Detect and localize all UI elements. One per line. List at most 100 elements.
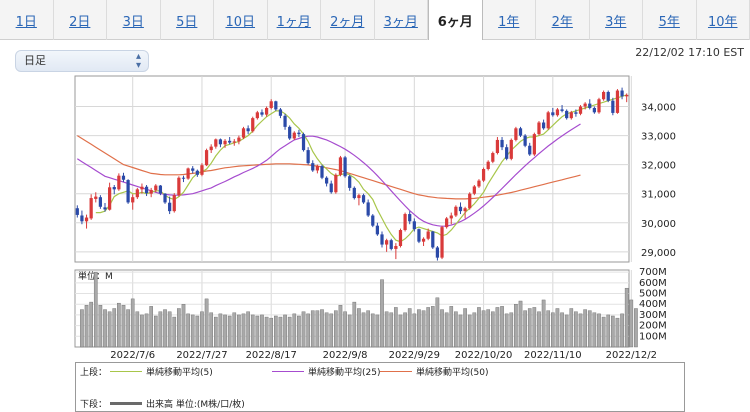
volume-bar: [527, 308, 532, 348]
ma5-swatch: [110, 371, 142, 372]
tab-10[interactable]: 2年: [536, 0, 590, 40]
candle-body: [477, 180, 481, 187]
volume-bar: [560, 312, 564, 348]
volume-bar: [190, 314, 195, 348]
legend-volume: 出来高 単位:(M株/口/枚): [110, 397, 245, 410]
candle-body: [495, 139, 500, 154]
volume-bar: [361, 312, 366, 348]
volume-bar: [153, 315, 158, 348]
volume-bar: [117, 302, 121, 348]
candle-body: [228, 140, 232, 143]
volume-y-tick-label: 700M: [639, 267, 667, 278]
volume-bar: [283, 314, 287, 348]
volume-bar: [490, 311, 495, 348]
legend-ma50: 単純移動平均(50): [380, 365, 488, 378]
candle-body: [440, 227, 444, 258]
candle-body: [403, 214, 407, 231]
candle-body: [103, 207, 107, 210]
volume-bar: [269, 317, 274, 348]
price-y-tick-label: 32,000: [641, 161, 676, 172]
tab-0[interactable]: 1日: [0, 0, 54, 40]
candle-body: [112, 187, 116, 190]
ma50-swatch: [380, 371, 412, 372]
candle-body: [463, 208, 467, 212]
x-tick-label: 2022/10/20: [455, 350, 513, 361]
candle-body: [186, 168, 190, 179]
volume-bar: [624, 287, 629, 348]
candle-body: [223, 140, 227, 145]
tab-11[interactable]: 3年: [590, 0, 643, 40]
tab-12[interactable]: 5年: [643, 0, 697, 40]
ma25-swatch: [272, 371, 304, 372]
candle-body: [94, 196, 98, 199]
tab-2[interactable]: 3日: [107, 0, 161, 40]
volume-bar: [241, 313, 246, 348]
volume-bar: [514, 304, 518, 348]
candle-body: [421, 238, 426, 242]
candle-body: [371, 215, 375, 226]
candle-body: [408, 214, 412, 222]
candle-body: [574, 112, 578, 114]
up-down-chevron-icon: ▴ ▾: [135, 51, 141, 71]
volume-bar: [84, 305, 89, 348]
tab-4[interactable]: 10日: [214, 0, 268, 40]
candle-body: [84, 217, 89, 222]
candle-body: [200, 165, 204, 175]
price-panel: [74, 75, 630, 263]
candle-body: [625, 94, 629, 97]
candle-body: [569, 112, 573, 119]
candle-body: [154, 185, 158, 191]
volume-bar: [357, 308, 361, 348]
volume-bar: [310, 310, 315, 348]
x-tick-label: 2022/11/10: [524, 350, 582, 361]
volume-bar: [398, 314, 403, 348]
tab-7[interactable]: 3ヶ月: [375, 0, 428, 40]
tab-6[interactable]: 2ヶ月: [321, 0, 375, 40]
candle-body: [126, 180, 130, 203]
candle-period-select[interactable]: 日足 ▴ ▾: [15, 50, 149, 72]
candle-body: [537, 122, 541, 135]
volume-bar: [523, 310, 527, 348]
candle-body: [389, 240, 393, 249]
volume-bar: [564, 314, 569, 348]
candle-body: [140, 186, 144, 190]
volume-bar: [407, 308, 412, 348]
candle-body: [209, 146, 213, 151]
volume-bar: [232, 312, 237, 348]
candle-body: [380, 234, 384, 245]
candle-body: [131, 197, 135, 203]
volume-y-tick-label: 600M: [639, 278, 667, 289]
candle-body: [121, 175, 126, 180]
candle-body: [620, 90, 624, 97]
tab-9[interactable]: 1年: [483, 0, 536, 40]
volume-bar: [237, 314, 241, 348]
candle-body: [375, 225, 380, 235]
candle-body: [288, 126, 292, 139]
volume-bar: [592, 312, 597, 348]
candle-body: [255, 112, 259, 119]
candle-body: [149, 189, 153, 194]
volume-bar: [629, 299, 634, 348]
candle-body: [615, 90, 620, 113]
candle-body: [565, 110, 569, 119]
price-y-tick-label: 33,000: [641, 132, 676, 143]
volume-bar: [467, 314, 472, 348]
volume-bar: [463, 308, 467, 348]
candle-body: [108, 187, 112, 210]
x-tick-label: 2022/7/6: [110, 350, 155, 361]
tab-3[interactable]: 5日: [161, 0, 214, 40]
tab-8[interactable]: 6ヶ月: [428, 0, 483, 40]
volume-bar: [163, 309, 167, 348]
candle-body: [301, 134, 306, 151]
tab-1[interactable]: 2日: [54, 0, 107, 40]
volume-bar: [107, 311, 112, 348]
candle-body: [601, 91, 606, 100]
candle-body: [177, 177, 181, 196]
volume-bar: [338, 305, 343, 348]
candle-body: [204, 150, 209, 166]
tab-5[interactable]: 1ヶ月: [268, 0, 321, 40]
volume-bar: [611, 315, 615, 348]
candle-body: [283, 115, 287, 127]
x-tick-label: 2022/7/27: [176, 350, 227, 361]
